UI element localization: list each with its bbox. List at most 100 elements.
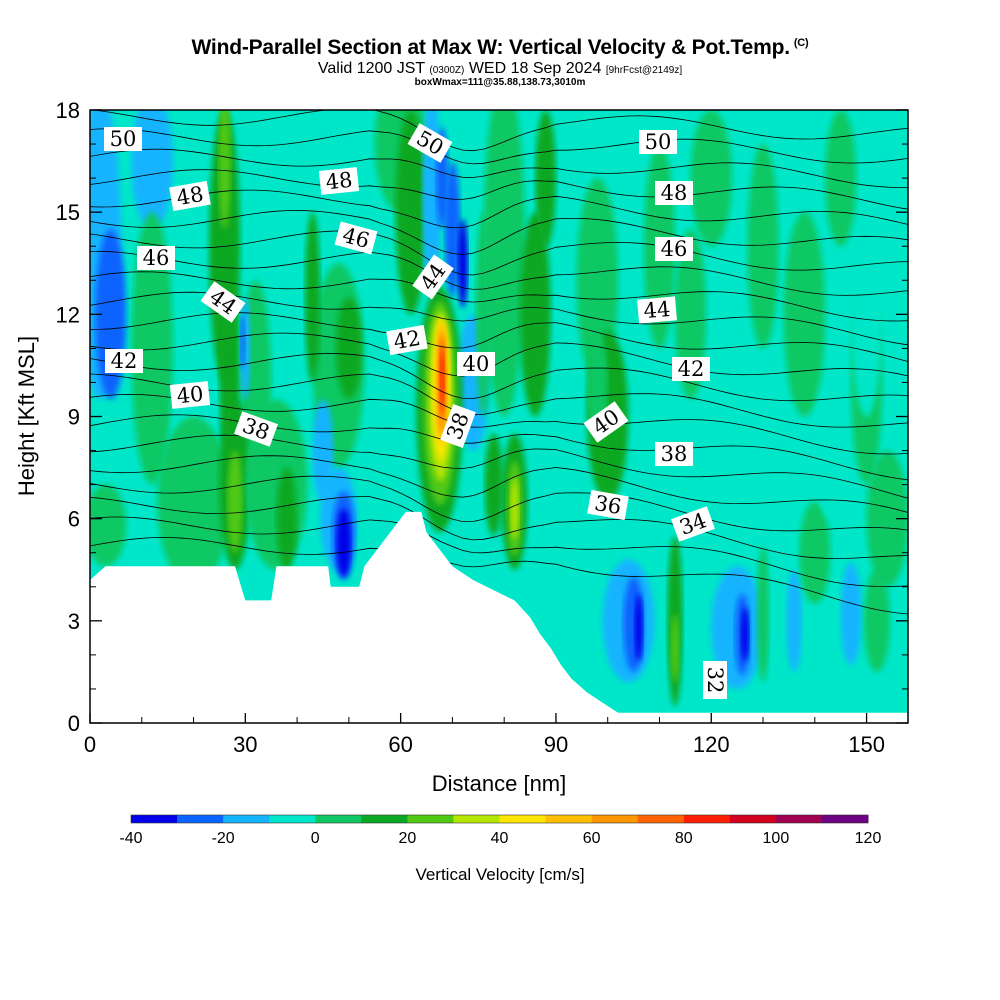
colorbar-swatch bbox=[453, 815, 500, 823]
theta-label-bg bbox=[386, 324, 428, 356]
velocity-cell bbox=[395, 110, 427, 315]
velocity-cell bbox=[747, 144, 779, 349]
colorbar-tick-label: -40 bbox=[119, 830, 142, 847]
theta-label-text: 40 bbox=[175, 382, 204, 409]
x-tick-label: 0 bbox=[84, 732, 96, 757]
theta-label-text: 50 bbox=[645, 130, 672, 154]
colorbar-tick-label: 0 bbox=[311, 830, 320, 847]
velocity-cell bbox=[535, 110, 556, 247]
theta-label-bg bbox=[655, 181, 693, 205]
theta-contour-line bbox=[90, 516, 908, 587]
theta-contour-line bbox=[90, 373, 908, 428]
theta-label: 40 bbox=[457, 352, 495, 376]
velocity-cell bbox=[457, 218, 468, 308]
y-axis-label: Height [Kft MSL] bbox=[14, 336, 39, 496]
velocity-cell bbox=[840, 562, 862, 666]
velocity-cell bbox=[218, 110, 231, 230]
velocity-cell bbox=[690, 110, 732, 247]
theta-contour-line bbox=[90, 230, 908, 276]
theta-label-bg bbox=[440, 404, 476, 448]
colorbar-swatch bbox=[729, 815, 777, 823]
colorbar-label: Vertical Velocity [cm/s] bbox=[415, 865, 584, 884]
colorbar-tick-label: 20 bbox=[398, 830, 416, 847]
theta-contour-labels: 5048464442403836343250484644424038504846… bbox=[104, 123, 727, 699]
theta-label-text: 38 bbox=[661, 442, 688, 466]
chart-title: Wind-Parallel Section at Max W: Vertical… bbox=[191, 36, 809, 59]
theta-label-bg bbox=[457, 352, 495, 376]
subtitle-forecast: [9hrFcst@2149z] bbox=[605, 65, 683, 76]
theta-contour-line bbox=[90, 271, 908, 322]
y-tick-label: 18 bbox=[56, 98, 80, 123]
colorbar: -40 -20 0 20 40 60 80 100 120 bbox=[119, 814, 882, 847]
colorbar-swatch bbox=[223, 815, 270, 823]
theta-label-text: 48 bbox=[175, 182, 205, 210]
theta-label-bg bbox=[104, 127, 142, 151]
theta-label-text: 32 bbox=[703, 667, 727, 694]
theta-label-text: 36 bbox=[593, 491, 623, 519]
theta-label: 38 bbox=[655, 442, 693, 466]
velocity-cell bbox=[866, 450, 908, 587]
theta-label: 46 bbox=[655, 237, 693, 261]
theta-label: 50 bbox=[104, 127, 142, 151]
colorbar-tick-label: 60 bbox=[583, 830, 601, 847]
theta-contour-line bbox=[90, 496, 908, 559]
theta-contour-line bbox=[90, 434, 908, 499]
theta-contours bbox=[90, 110, 908, 615]
theta-contour-line bbox=[90, 353, 908, 402]
velocity-cell bbox=[336, 508, 351, 577]
theta-label-bg bbox=[583, 401, 629, 443]
theta-label-bg bbox=[587, 489, 629, 521]
colorbar-tick-label: 120 bbox=[855, 830, 882, 847]
y-tick-label: 9 bbox=[68, 405, 80, 430]
colorbar-swatch bbox=[315, 815, 362, 823]
velocity-cell bbox=[131, 212, 173, 485]
theta-label-text: 44 bbox=[643, 297, 672, 323]
updraft-core bbox=[439, 348, 445, 410]
theta-contour-line bbox=[90, 536, 908, 615]
theta-label: 36 bbox=[587, 489, 629, 521]
colorbar-swatch bbox=[821, 815, 869, 823]
theta-label: 40 bbox=[169, 381, 211, 409]
velocity-cell bbox=[814, 382, 846, 519]
velocity-cell bbox=[444, 161, 461, 298]
theta-label: 48 bbox=[655, 181, 693, 205]
velocity-cell bbox=[825, 110, 857, 247]
box-wmax-info: boxWmax=111@35.88,138.73,3010m bbox=[414, 77, 586, 88]
theta-label-text: 42 bbox=[678, 357, 705, 381]
velocity-cell bbox=[510, 477, 519, 540]
theta-label-bg bbox=[234, 411, 278, 447]
colorbar-swatch bbox=[499, 815, 547, 823]
theta-label-text: 48 bbox=[661, 181, 688, 205]
y-tick-label: 6 bbox=[68, 507, 80, 532]
colorbar-tick-label: 80 bbox=[675, 830, 693, 847]
y-tick-label: 3 bbox=[68, 609, 80, 634]
theta-contour-line bbox=[90, 455, 908, 513]
x-tick-label: 120 bbox=[693, 732, 730, 757]
theta-label: 42 bbox=[672, 357, 710, 381]
x-tick-label: 60 bbox=[388, 732, 412, 757]
velocity-cell bbox=[786, 569, 802, 672]
colorbar-frame bbox=[130, 814, 869, 824]
theta-label-bg bbox=[137, 246, 175, 270]
theta-contour-line bbox=[90, 189, 908, 229]
subtitle-zulu: (0300Z) bbox=[429, 65, 465, 76]
velocity-cell bbox=[587, 331, 608, 434]
theta-label: 46 bbox=[137, 246, 175, 270]
colorbar-swatch bbox=[545, 815, 593, 823]
velocity-cell bbox=[312, 399, 334, 502]
velocity-cell bbox=[634, 593, 643, 662]
velocity-cell bbox=[799, 501, 831, 604]
theta-label-bg bbox=[318, 167, 360, 195]
velocity-cell bbox=[670, 614, 680, 683]
y-tick-label: 15 bbox=[56, 200, 80, 225]
theta-label-text: 42 bbox=[111, 349, 138, 373]
theta-label: 50 bbox=[639, 130, 677, 154]
theta-label-bg bbox=[639, 130, 677, 154]
theta-contour-line bbox=[90, 110, 908, 152]
y-tick-label: 0 bbox=[68, 711, 80, 736]
theta-label-text: 46 bbox=[661, 237, 688, 261]
velocity-cell bbox=[851, 212, 883, 417]
theta-label: 32 bbox=[703, 661, 727, 699]
theta-contour-line bbox=[90, 332, 908, 377]
